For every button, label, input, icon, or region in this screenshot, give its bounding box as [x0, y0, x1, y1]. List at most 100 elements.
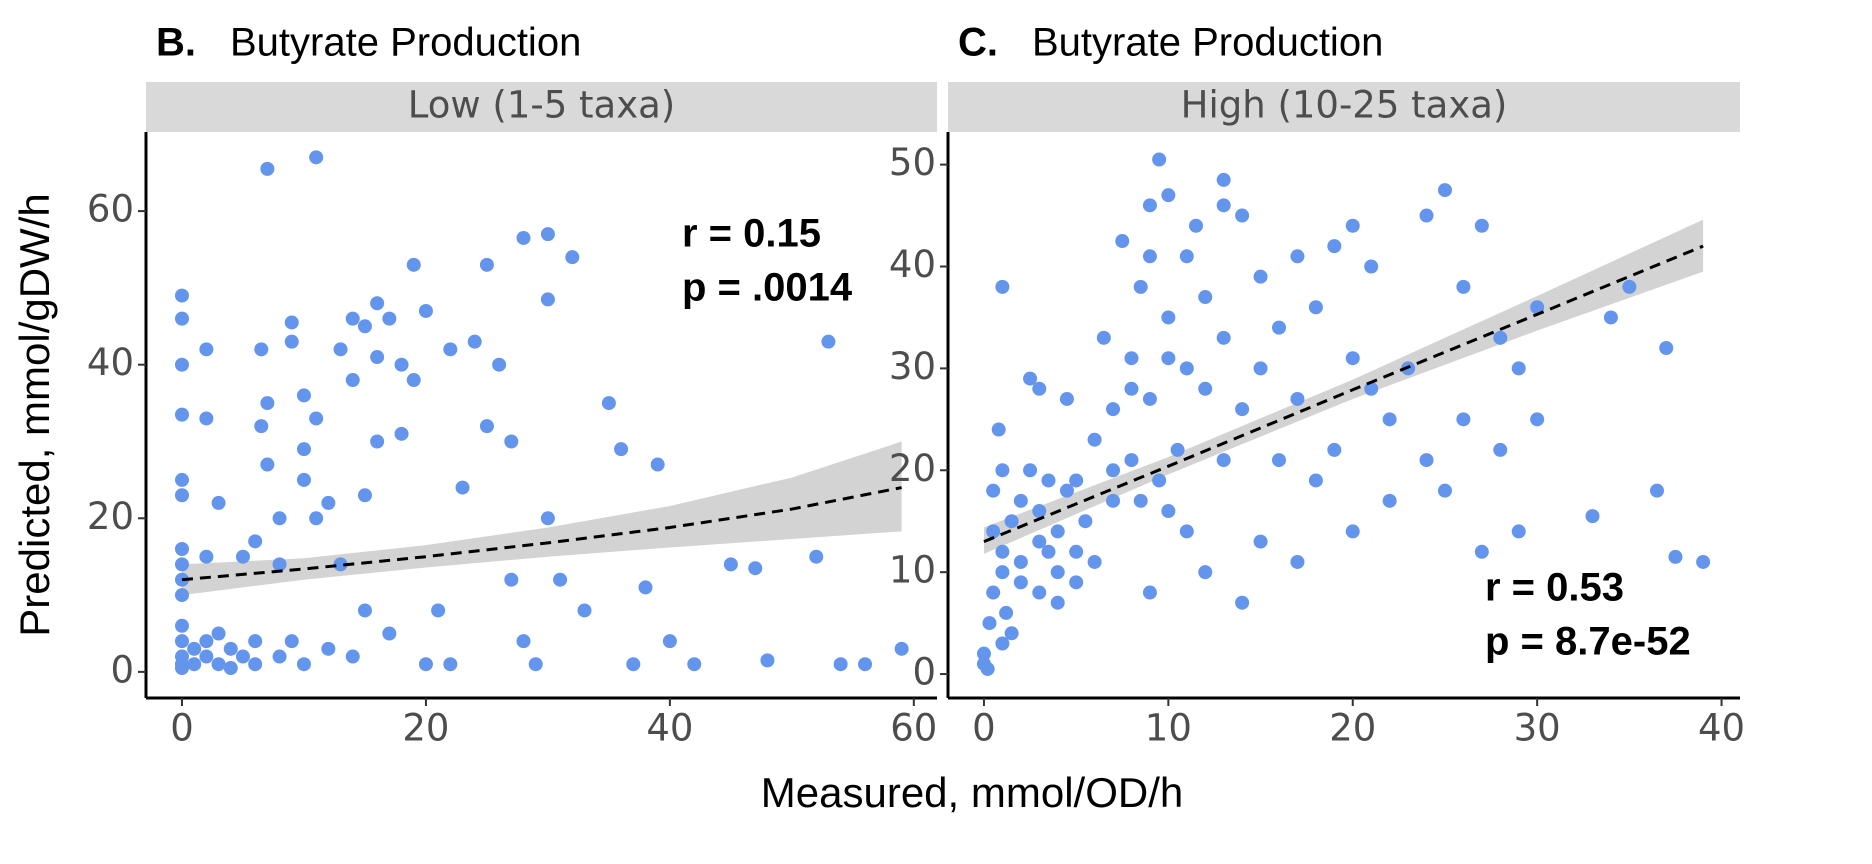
- point: [1530, 412, 1545, 427]
- point: [995, 636, 1010, 651]
- facet-strip: [146, 82, 937, 132]
- point: [986, 524, 1001, 539]
- x-tick-label: 40: [646, 707, 693, 750]
- point: [174, 357, 189, 372]
- point: [1142, 198, 1157, 213]
- point: [187, 657, 202, 672]
- point: [199, 649, 214, 664]
- point: [254, 342, 269, 357]
- point: [345, 649, 360, 664]
- point: [1041, 544, 1056, 559]
- point: [516, 230, 531, 245]
- point: [406, 373, 421, 388]
- point: [1696, 554, 1711, 569]
- x-tick-label: 60: [890, 707, 937, 750]
- point: [1115, 234, 1130, 249]
- fit-line: [181, 486, 902, 582]
- point: [394, 357, 409, 372]
- point: [272, 557, 287, 572]
- point: [394, 426, 409, 441]
- point: [479, 257, 494, 272]
- point: [1050, 524, 1065, 539]
- point: [1087, 432, 1102, 447]
- point: [174, 488, 189, 503]
- point: [492, 357, 507, 372]
- point: [357, 488, 372, 503]
- point: [443, 342, 458, 357]
- point: [1096, 330, 1111, 345]
- point: [1133, 279, 1148, 294]
- point: [1668, 549, 1683, 564]
- point: [1253, 534, 1268, 549]
- point: [976, 646, 991, 661]
- point: [174, 472, 189, 487]
- point: [1253, 361, 1268, 376]
- point: [601, 396, 616, 411]
- point: [1603, 310, 1618, 325]
- point: [504, 434, 519, 449]
- point: [187, 641, 202, 656]
- point: [504, 572, 519, 587]
- point: [418, 303, 433, 318]
- point: [991, 422, 1006, 437]
- point: [1437, 483, 1452, 498]
- point: [248, 534, 263, 549]
- point: [443, 657, 458, 672]
- point: [1124, 381, 1139, 396]
- point: [986, 585, 1001, 600]
- point: [455, 480, 470, 495]
- point: [748, 561, 763, 576]
- point: [577, 603, 592, 618]
- point: [1345, 218, 1360, 233]
- point: [1216, 453, 1231, 468]
- point: [1133, 493, 1148, 508]
- point: [1382, 493, 1397, 508]
- point: [211, 657, 226, 672]
- point: [254, 419, 269, 434]
- point: [638, 580, 653, 595]
- point: [370, 296, 385, 311]
- x-tick-label: 20: [1329, 707, 1376, 750]
- point: [235, 649, 250, 664]
- point: [284, 334, 299, 349]
- point: [174, 542, 189, 557]
- point: [833, 657, 848, 672]
- point: [174, 661, 189, 676]
- point: [1235, 208, 1250, 223]
- x-tick-label: 40: [1698, 707, 1745, 750]
- point: [1050, 595, 1065, 610]
- point: [1179, 524, 1194, 539]
- point: [223, 661, 238, 676]
- point: [333, 557, 348, 572]
- y-tick-label: 10: [889, 549, 936, 592]
- panel-title: Butyrate Production: [1032, 21, 1383, 65]
- point: [260, 457, 275, 472]
- point: [321, 641, 336, 656]
- y-tick-label: 20: [889, 447, 936, 490]
- point: [309, 150, 324, 165]
- point: [309, 411, 324, 426]
- facet-strip: [948, 82, 1740, 132]
- point: [1170, 442, 1185, 457]
- point: [1059, 483, 1074, 498]
- point: [382, 311, 397, 326]
- point: [528, 657, 543, 672]
- y-tick-label: 0: [110, 648, 134, 691]
- point: [272, 649, 287, 664]
- point: [1106, 402, 1121, 417]
- point: [248, 657, 263, 672]
- annotation: r = 0.15: [682, 212, 821, 256]
- point: [1106, 463, 1121, 478]
- point: [1198, 290, 1213, 305]
- point: [296, 442, 311, 457]
- point: [1308, 473, 1323, 488]
- point: [687, 657, 702, 672]
- point: [357, 319, 372, 334]
- point: [809, 549, 824, 564]
- point: [1327, 239, 1342, 254]
- x-axis-label: Measured, mmol/OD/h: [761, 769, 1183, 816]
- point: [1124, 351, 1139, 366]
- point: [1216, 330, 1231, 345]
- point: [821, 334, 836, 349]
- facet-label: Low (1-5 taxa): [408, 84, 675, 127]
